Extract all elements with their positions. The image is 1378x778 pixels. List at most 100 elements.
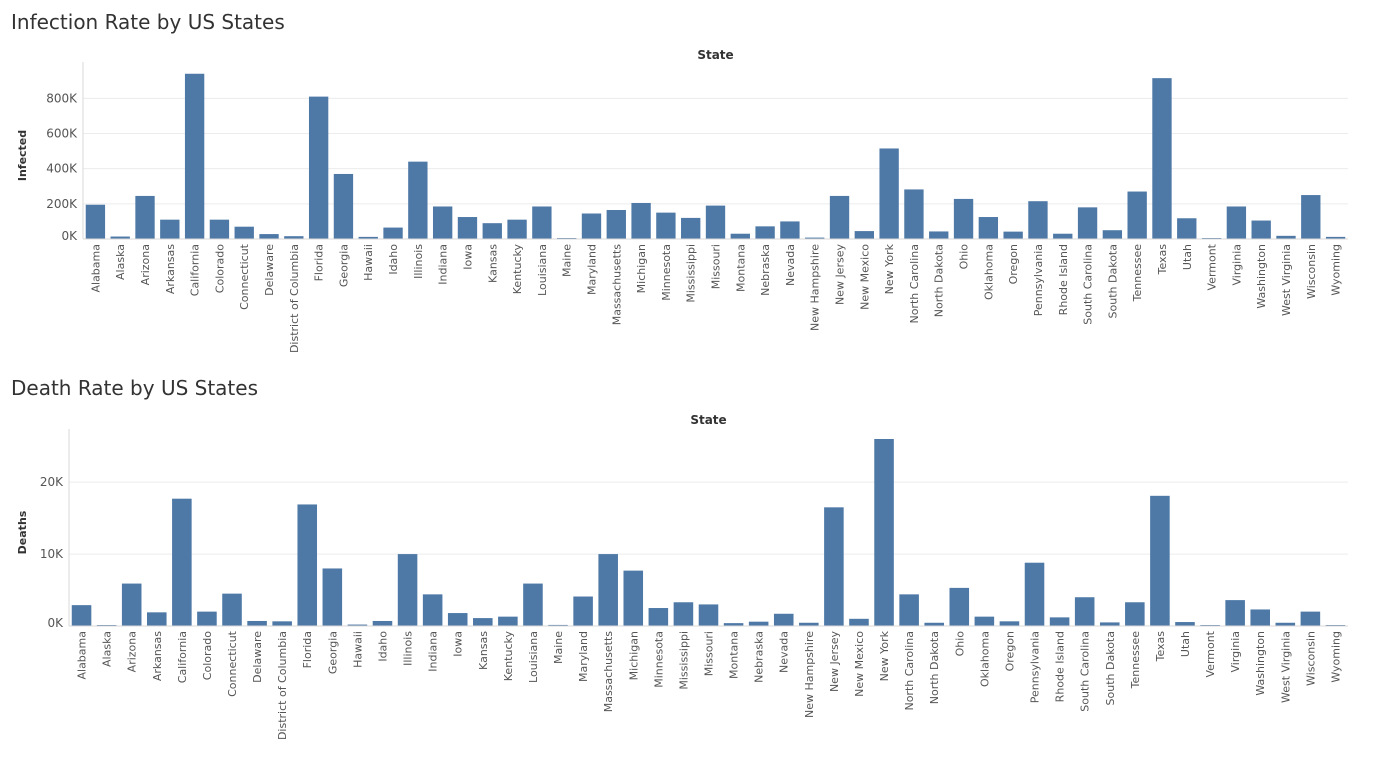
infected-bar	[110, 236, 130, 239]
deaths-x-tick-label: Indiana	[427, 631, 440, 672]
deaths-bar	[1275, 622, 1296, 626]
infected-bar	[383, 227, 403, 239]
infected-x-tick-label: District of Columbia	[288, 244, 301, 353]
deaths-bar	[272, 621, 292, 626]
deaths-x-tick-label: Illinois	[402, 631, 415, 666]
deaths-x-tick-label: Utah	[1179, 631, 1192, 657]
infected-x-tick-label: Connecticut	[238, 243, 251, 310]
infected-chart-title: Infection Rate by US States	[11, 10, 285, 34]
deaths-bar	[899, 594, 919, 626]
deaths-x-tick-label: Georgia	[326, 631, 339, 674]
deaths-bar	[1150, 495, 1170, 626]
deaths-bar	[623, 570, 644, 626]
infected-x-tick-label: Delaware	[263, 244, 276, 296]
infected-x-tick-label: Kansas	[486, 244, 499, 283]
deaths-bar	[1074, 597, 1095, 626]
deaths-bar	[297, 504, 318, 626]
infected-chart-panel: Infection Rate by US States State Infecte…	[0, 0, 1378, 370]
deaths-y-tick-label: 0K	[47, 616, 64, 630]
infected-y-tick-label: 600K	[46, 127, 78, 141]
infected-x-tick-label: Mississippi	[685, 244, 698, 303]
deaths-x-tick-label: Ohio	[953, 631, 966, 657]
deaths-x-tick-label: New Mexico	[853, 631, 866, 697]
infected-bar	[1251, 220, 1271, 239]
deaths-bar	[698, 604, 719, 626]
infected-x-tick-label: Oregon	[1007, 244, 1020, 284]
infected-bar	[581, 213, 602, 239]
deaths-x-tick-label: Missouri	[703, 631, 716, 676]
deaths-x-tick-label: Texas	[1154, 631, 1167, 663]
deaths-x-tick-label: Delaware	[251, 631, 264, 683]
infected-bar	[730, 233, 750, 239]
deaths-bar	[773, 613, 794, 626]
infected-y-tick-label: 400K	[46, 162, 78, 176]
deaths-bar	[1300, 611, 1321, 626]
infected-x-tick-label: Missouri	[710, 244, 723, 289]
infected-x-tick-label: Nebraska	[759, 244, 772, 296]
deaths-bar	[824, 507, 844, 626]
deaths-x-tick-label: Idaho	[376, 631, 389, 662]
deaths-bar	[673, 602, 694, 626]
deaths-bar	[924, 622, 944, 626]
infected-bar	[1276, 235, 1296, 239]
deaths-bar	[1049, 617, 1070, 626]
deaths-bar	[197, 611, 217, 626]
deaths-x-tick-label: Iowa	[452, 631, 465, 657]
infected-y-tick-label: 200K	[46, 197, 78, 211]
infected-x-tick-label: Vermont	[1206, 243, 1219, 290]
infected-y-tick-label: 800K	[46, 91, 78, 105]
deaths-chart-title: Death Rate by US States	[11, 376, 258, 400]
infected-x-tick-label: Hawaii	[362, 244, 375, 281]
deaths-bar	[247, 620, 267, 626]
deaths-x-tick-label: Connecticut	[226, 630, 239, 697]
infected-bar	[1053, 233, 1073, 239]
deaths-x-tick-label: Arizona	[126, 631, 139, 672]
deaths-bar	[498, 616, 518, 626]
deaths-x-tick-label: Alaska	[101, 631, 114, 667]
infected-x-tick-label: Arkansas	[164, 244, 177, 294]
infected-bar	[829, 195, 850, 239]
deaths-bar	[573, 596, 593, 626]
infected-bar	[929, 231, 949, 239]
deaths-chart-panel: Death Rate by US States State Deaths 0K 10K…	[0, 370, 1378, 778]
infected-bar	[1301, 195, 1321, 239]
infected-x-tick-label: West Virginia	[1280, 244, 1293, 316]
deaths-x-tick-label: Montana	[728, 631, 741, 679]
infected-x-tick-label: Illinois	[412, 244, 425, 279]
infected-x-tick-label: Minnesota	[660, 244, 673, 301]
deaths-x-header: State	[690, 413, 726, 427]
infected-x-tick-label: California	[189, 244, 202, 296]
infected-bar	[457, 217, 478, 239]
infected-bar	[1077, 207, 1098, 239]
deaths-x-tick-label: North Carolina	[903, 631, 916, 711]
deaths-y-tick-label: 20K	[40, 475, 64, 489]
infected-x-tick-label: Pennsylvania	[1032, 244, 1045, 316]
deaths-bar	[146, 612, 167, 626]
deaths-bar	[347, 624, 368, 626]
deaths-x-tick-label: Alabama	[76, 631, 89, 680]
infected-x-tick-label: New Jersey	[834, 244, 847, 306]
infected-bar	[631, 202, 651, 239]
infected-bar	[978, 217, 999, 239]
deaths-y-axis-label: Deaths	[16, 510, 29, 554]
deaths-bar	[172, 498, 192, 626]
deaths-bar	[799, 622, 819, 626]
infected-x-tick-label: New Hampshire	[809, 244, 822, 331]
infected-x-tick-label: Wisconsin	[1305, 244, 1318, 299]
infected-x-tick-label: Michigan	[635, 244, 648, 293]
infected-x-tick-label: Indiana	[437, 244, 450, 285]
deaths-x-tick-label: Mississippi	[677, 631, 690, 690]
deaths-bar	[598, 554, 618, 626]
infected-bar	[854, 231, 874, 239]
infected-bar	[482, 223, 502, 239]
deaths-bar	[723, 623, 744, 626]
infected-bar	[904, 189, 924, 239]
infected-bar	[209, 219, 230, 239]
infected-bar	[1152, 78, 1172, 239]
deaths-bar	[648, 608, 669, 626]
deaths-x-tick-label: Hawaii	[351, 631, 364, 668]
infected-bar	[681, 217, 701, 239]
infected-x-tick-label: Georgia	[337, 244, 350, 287]
deaths-bar	[1225, 600, 1245, 626]
deaths-bar	[1125, 602, 1145, 626]
